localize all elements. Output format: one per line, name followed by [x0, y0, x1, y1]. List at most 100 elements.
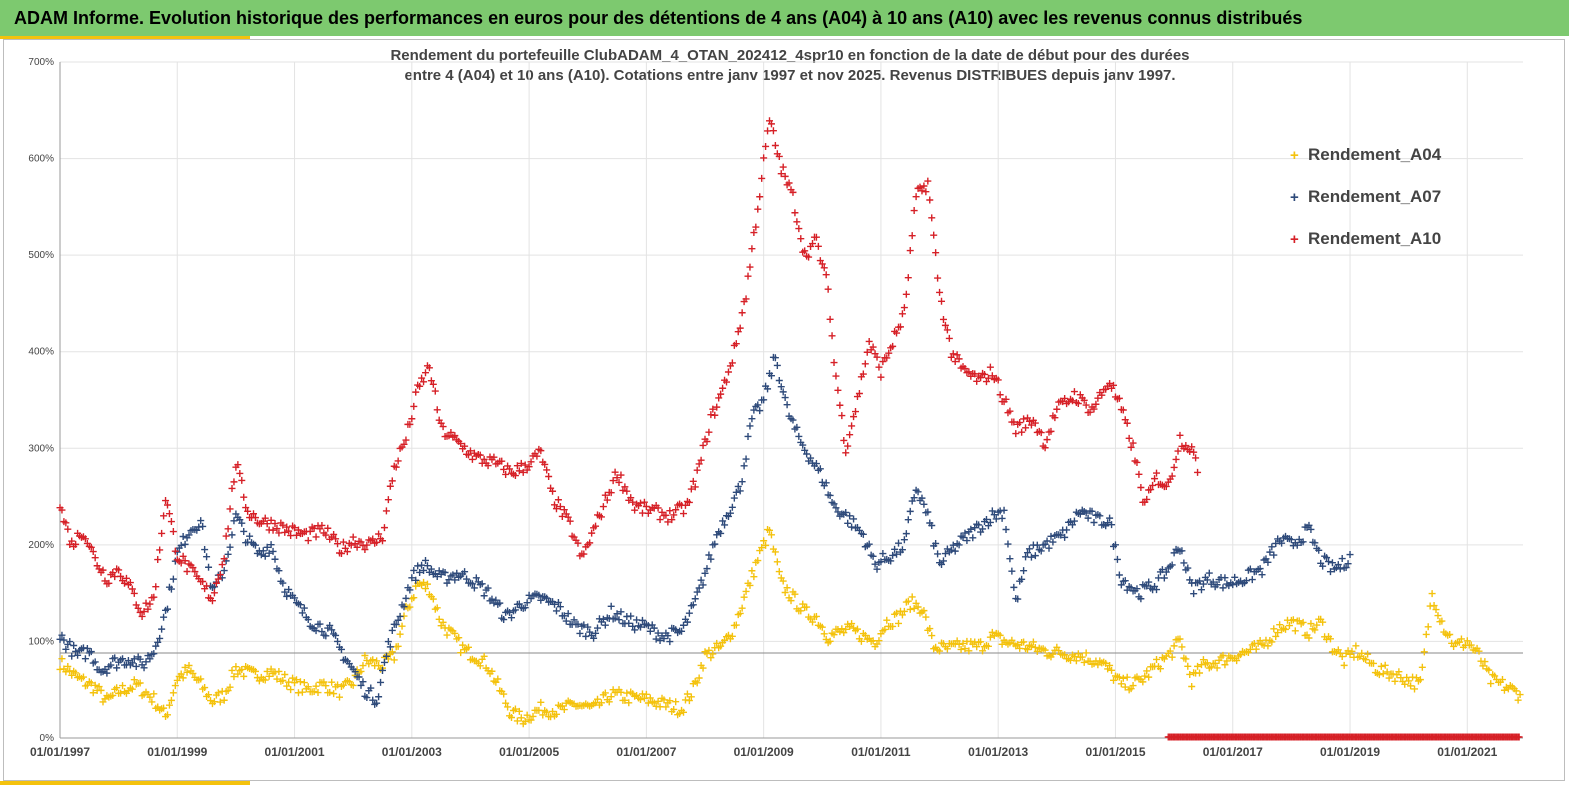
scatter-point-rendement-a04	[480, 652, 488, 660]
report-banner: ADAM Informe. Evolution historique des p…	[0, 0, 1569, 36]
scatter-point-rendement-a10	[752, 223, 760, 231]
scatter-point-rendement-a07	[719, 517, 727, 525]
scatter-point-rendement-a10	[422, 369, 430, 377]
scatter-point-rendement-a10	[480, 455, 488, 463]
scatter-point-rendement-a04	[197, 675, 205, 683]
scatter-point-rendement-a04	[1362, 656, 1370, 664]
scatter-point-rendement-a10	[343, 548, 351, 556]
scatter-point-rendement-a10	[433, 406, 441, 414]
scatter-point-rendement-a07	[296, 601, 304, 609]
scatter-point-rendement-a04	[1055, 647, 1063, 655]
scatter-point-rendement-a04	[820, 630, 828, 638]
scatter-point-rendement-a04	[312, 682, 320, 690]
scatter-point-rendement-a07	[136, 655, 144, 663]
scatter-point-rendement-a07	[445, 576, 453, 584]
scatter-point-rendement-a10	[162, 497, 170, 505]
scatter-point-rendement-a04	[1143, 667, 1151, 675]
scatter-point-rendement-a10	[943, 326, 951, 334]
scatter-point-rendement-a10	[402, 436, 410, 444]
scatter-point-rendement-a07	[140, 664, 148, 672]
scatter-point-rendement-a07	[816, 465, 824, 473]
scatter-point-rendement-a07	[1108, 521, 1116, 529]
scatter-point-rendement-a04	[1168, 653, 1176, 661]
scatter-point-rendement-a07	[900, 536, 908, 544]
scatter-point-rendement-a07	[298, 609, 306, 617]
scatter-point-rendement-a04	[670, 705, 678, 713]
scatter-point-rendement-a10	[379, 537, 387, 545]
scatter-point-rendement-a10	[216, 571, 224, 579]
scatter-point-rendement-a10	[1170, 463, 1178, 471]
scatter-point-rendement-a10	[556, 503, 564, 511]
scatter-point-rendement-a10	[699, 441, 707, 449]
scatter-point-rendement-a07	[355, 673, 363, 681]
scatter-point-rendement-a04	[787, 597, 795, 605]
scatter-point-rendement-a07	[637, 623, 645, 631]
scatter-point-rendement-a04	[336, 693, 344, 701]
scatter-point-rendement-a07	[269, 547, 277, 555]
scatter-point-rendement-a07	[726, 509, 734, 517]
scatter-point-rendement-a10	[1090, 405, 1098, 413]
scatter-point-rendement-a04	[1481, 658, 1489, 666]
scatter-point-rendement-a04	[220, 696, 228, 704]
scatter-point-rendement-a07	[576, 629, 584, 637]
scatter-point-rendement-a10	[1082, 401, 1090, 409]
scatter-point-rendement-a07	[1143, 582, 1151, 590]
x-tick-label: 01/01/2007	[616, 745, 676, 759]
scatter-point-rendement-a10	[893, 329, 901, 337]
scatter-point-rendement-a07	[971, 524, 979, 532]
scatter-point-rendement-a10	[330, 531, 338, 539]
scatter-point-rendement-a04	[58, 655, 66, 663]
scatter-point-rendement-a04	[539, 711, 547, 719]
scatter-point-rendement-a07	[388, 626, 396, 634]
legend-item-a07[interactable]: + Rendement_A07	[1290, 176, 1441, 218]
scatter-point-rendement-a04	[1108, 666, 1116, 674]
scatter-point-rendement-a10	[306, 527, 314, 535]
scatter-point-rendement-a07	[644, 622, 652, 630]
scatter-point-rendement-a10	[955, 355, 963, 363]
chart-title: Rendement du portefeuille ClubADAM_4_OTA…	[290, 46, 1290, 86]
legend-item-a10[interactable]: + Rendement_A10	[1290, 218, 1441, 260]
x-tick-label: 01/01/2009	[734, 745, 794, 759]
scatter-point-rendement-a07	[740, 462, 748, 470]
scatter-point-rendement-a10	[809, 240, 817, 248]
scatter-point-rendement-a07	[154, 638, 162, 646]
scatter-point-rendement-a10	[99, 566, 107, 574]
scatter-point-rendement-a07	[226, 543, 234, 551]
scatter-point-rendement-a07	[1018, 575, 1026, 583]
scatter-point-rendement-a04	[330, 690, 338, 698]
scatter-point-rendement-a10	[938, 297, 946, 305]
scatter-point-rendement-a04	[1385, 674, 1393, 682]
scatter-point-rendement-a04	[707, 654, 715, 662]
scatter-point-rendement-a04	[251, 667, 259, 675]
scatter-point-rendement-a10	[703, 437, 711, 445]
scatter-point-rendement-a10	[631, 506, 639, 514]
scatter-point-rendement-a04	[910, 604, 918, 612]
scatter-point-rendement-a07	[1008, 567, 1016, 575]
scatter-point-rendement-a07	[1113, 555, 1121, 563]
scatter-point-rendement-a10	[691, 483, 699, 491]
scatter-point-rendement-a10	[1043, 436, 1051, 444]
scatter-point-rendement-a07	[779, 388, 787, 396]
scatter-point-rendement-a10	[732, 340, 740, 348]
scatter-point-rendement-a10	[973, 377, 981, 385]
scatter-point-rendement-a07	[1031, 552, 1039, 560]
scatter-point-rendement-a07	[703, 565, 711, 573]
scatter-point-rendement-a04	[261, 676, 269, 684]
scatter-point-rendement-a04	[167, 696, 175, 704]
scatter-point-rendement-a04	[1485, 666, 1493, 674]
scatter-point-rendement-a04	[1186, 670, 1194, 678]
scatter-point-rendement-a07	[582, 632, 590, 640]
legend-item-a04[interactable]: + Rendement_A04	[1290, 134, 1441, 176]
scatter-point-rendement-a04	[435, 615, 443, 623]
scatter-point-rendement-a07	[920, 500, 928, 508]
scatter-point-rendement-a10	[513, 462, 521, 470]
scatter-point-rendement-a07	[328, 626, 336, 634]
scatter-point-rendement-a04	[423, 580, 431, 588]
scatter-point-rendement-a07	[803, 450, 811, 458]
scatter-point-rendement-a10	[502, 470, 510, 478]
scatter-point-rendement-a07	[570, 616, 578, 624]
banner-accent-strip	[0, 36, 250, 39]
scatter-point-rendement-a07	[66, 638, 74, 646]
scatter-point-rendement-a07	[697, 576, 705, 584]
scatter-point-rendement-a10	[154, 556, 162, 564]
